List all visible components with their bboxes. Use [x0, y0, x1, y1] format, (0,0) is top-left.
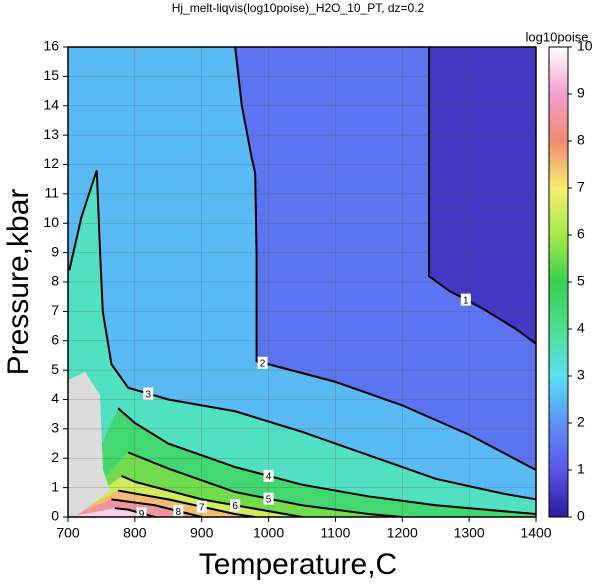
- y-tick-label: 8: [51, 273, 59, 289]
- contours: 1 2 3 4 5 6 7 8 9: [68, 47, 536, 520]
- colorbar-tick-label: 0: [577, 508, 585, 524]
- contour-label-box: [136, 507, 147, 517]
- colorbar-tick-label: 1: [577, 461, 585, 477]
- y-tick-label: 14: [43, 96, 59, 112]
- contour-line: [111, 498, 202, 517]
- x-tick-label: 800: [123, 525, 147, 541]
- x-tick-label: 900: [190, 525, 214, 541]
- y-tick-label: 0: [51, 508, 59, 524]
- colorbar: [548, 46, 569, 518]
- y-axis-label: Pressure,kbar: [2, 189, 35, 376]
- colorbar-tick-label: 10: [577, 38, 593, 54]
- x-tick-label: 1100: [320, 525, 350, 541]
- contour-label-box: [196, 500, 207, 513]
- colorbar-tick-label: 4: [577, 320, 585, 336]
- y-tick-label: 15: [43, 67, 59, 83]
- contour-label: 6: [232, 501, 238, 512]
- x-tick-label: 1400: [520, 525, 551, 541]
- contour-region: [68, 490, 536, 517]
- contour-line: [121, 474, 303, 517]
- plot-frame: [67, 46, 537, 518]
- contour-label-box: [460, 293, 471, 306]
- y-tick-label: 11: [44, 185, 59, 201]
- contour-label-box: [230, 499, 241, 512]
- y-tick-label: 6: [51, 331, 59, 347]
- contour-label: 5: [266, 494, 272, 505]
- y-tick-label: 5: [51, 361, 59, 377]
- contour-label: 4: [266, 472, 272, 483]
- colorbar-tick-label: 7: [577, 179, 585, 195]
- x-tick-label: 700: [56, 525, 80, 541]
- colorbar-tick-label: 2: [577, 414, 585, 430]
- x-tick-label: 1000: [253, 525, 284, 541]
- y-tick-label: 1: [51, 478, 59, 494]
- contour-label-box: [263, 492, 274, 505]
- axes: 700 800 900 1000 1100 1200 1300 140001234567891…: [43, 38, 592, 541]
- x-axis-label: Temperature,C: [199, 548, 397, 581]
- colorbar-label: log10poise: [526, 29, 589, 44]
- contour-label: 2: [260, 358, 266, 369]
- y-tick-label: 7: [51, 302, 59, 318]
- chart-title: Hj_melt-liqvis(log10poise)_H2O_10_PT, dz…: [172, 1, 425, 15]
- y-tick-label: 9: [51, 243, 59, 259]
- contour-label: 1: [463, 295, 469, 306]
- contour-label-box: [257, 356, 268, 369]
- y-tick-label: 12: [43, 155, 59, 171]
- colorbar-tick-label: 5: [577, 273, 585, 289]
- y-tick-label: 16: [43, 38, 59, 54]
- contour-label: 3: [145, 389, 151, 400]
- x-tick-label: 1200: [387, 525, 418, 541]
- contour-line: [234, 47, 536, 471]
- no-data: [68, 372, 110, 517]
- contour-region: [68, 170, 536, 517]
- x-tick-label: 1300: [454, 525, 485, 541]
- y-tick-label: 4: [51, 390, 59, 406]
- colorbar-tick-label: 3: [577, 367, 585, 383]
- y-tick-label: 3: [51, 420, 59, 436]
- colorbar-tick-label: 9: [577, 85, 585, 101]
- contour-label: 9: [139, 509, 145, 520]
- contour-label-box: [263, 469, 274, 482]
- contour-label-box: [143, 387, 154, 400]
- colorbar-tick-label: 6: [577, 226, 585, 242]
- contour-label-box: [173, 505, 184, 517]
- y-tick-label: 2: [51, 449, 59, 465]
- contour-label: 8: [176, 507, 182, 518]
- contour-label: 7: [199, 502, 205, 513]
- colorbar-tick-label: 8: [577, 132, 585, 148]
- y-tick-label: 10: [43, 214, 59, 230]
- y-tick-label: 13: [43, 126, 59, 142]
